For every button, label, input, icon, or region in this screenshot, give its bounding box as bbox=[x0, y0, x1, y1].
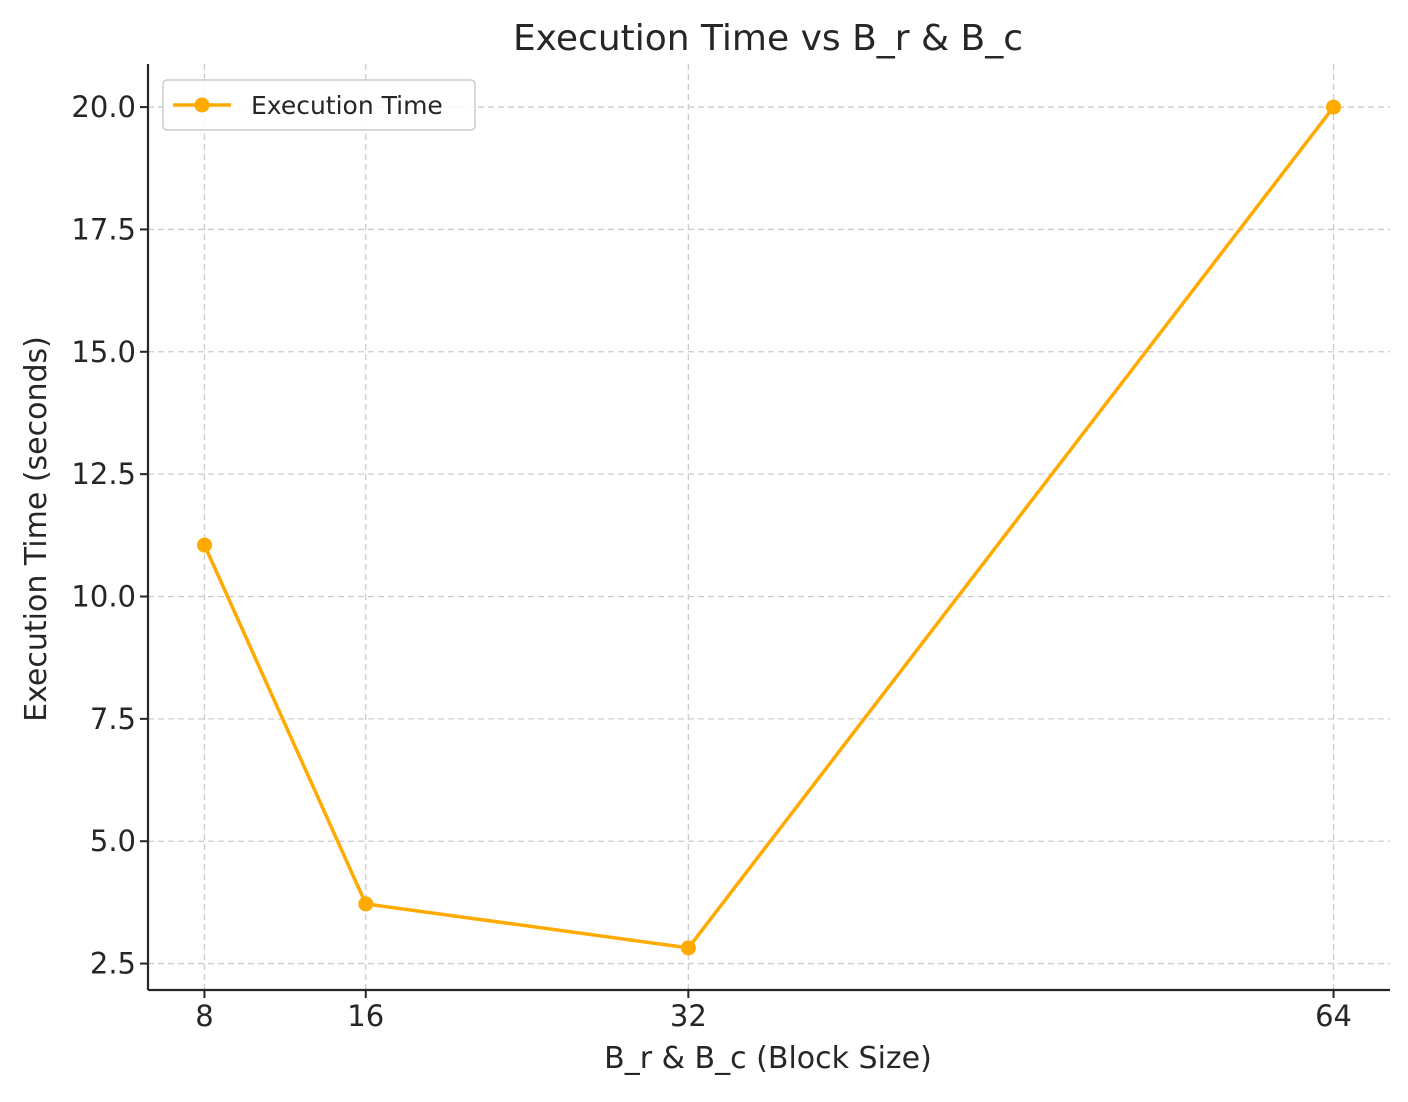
y-axis-label: Execution Time (seconds) bbox=[19, 336, 54, 722]
data-point-marker bbox=[197, 537, 212, 553]
y-tick-label: 7.5 bbox=[90, 702, 136, 736]
axis-ticks: 2.5 5.0 7.5 10.0 12.5 15.0 17.5 20.0 8 16 32 64 bbox=[71, 90, 1352, 1033]
legend-box bbox=[162, 79, 476, 131]
y-tick-label: 17.5 bbox=[71, 212, 136, 246]
x-tick-label: 16 bbox=[347, 999, 384, 1033]
legend: Execution Time bbox=[162, 79, 476, 131]
data-point-marker bbox=[358, 896, 374, 912]
y-tick-label: 15.0 bbox=[71, 335, 136, 369]
legend-marker-swatch bbox=[194, 97, 210, 113]
x-axis-label: B_r & B_c (Block Size) bbox=[604, 1041, 932, 1076]
series-line bbox=[202, 105, 1336, 950]
series-layer bbox=[197, 99, 1341, 956]
y-tick-label: 20.0 bbox=[71, 90, 136, 124]
y-tick-label: 10.0 bbox=[71, 579, 136, 613]
x-tick-label: 64 bbox=[1315, 999, 1352, 1033]
x-tick-label: 32 bbox=[670, 999, 707, 1033]
y-tick-label: 12.5 bbox=[71, 457, 136, 491]
data-point-marker bbox=[680, 940, 696, 956]
x-tick-label: 8 bbox=[195, 999, 213, 1033]
chart-title: Execution Time vs B_r & B_c bbox=[513, 18, 1023, 59]
legend-label: Execution Time bbox=[251, 91, 443, 120]
data-point-marker bbox=[1326, 99, 1341, 115]
y-tick-label: 5.0 bbox=[90, 824, 136, 858]
y-tick-label: 2.5 bbox=[90, 947, 136, 981]
